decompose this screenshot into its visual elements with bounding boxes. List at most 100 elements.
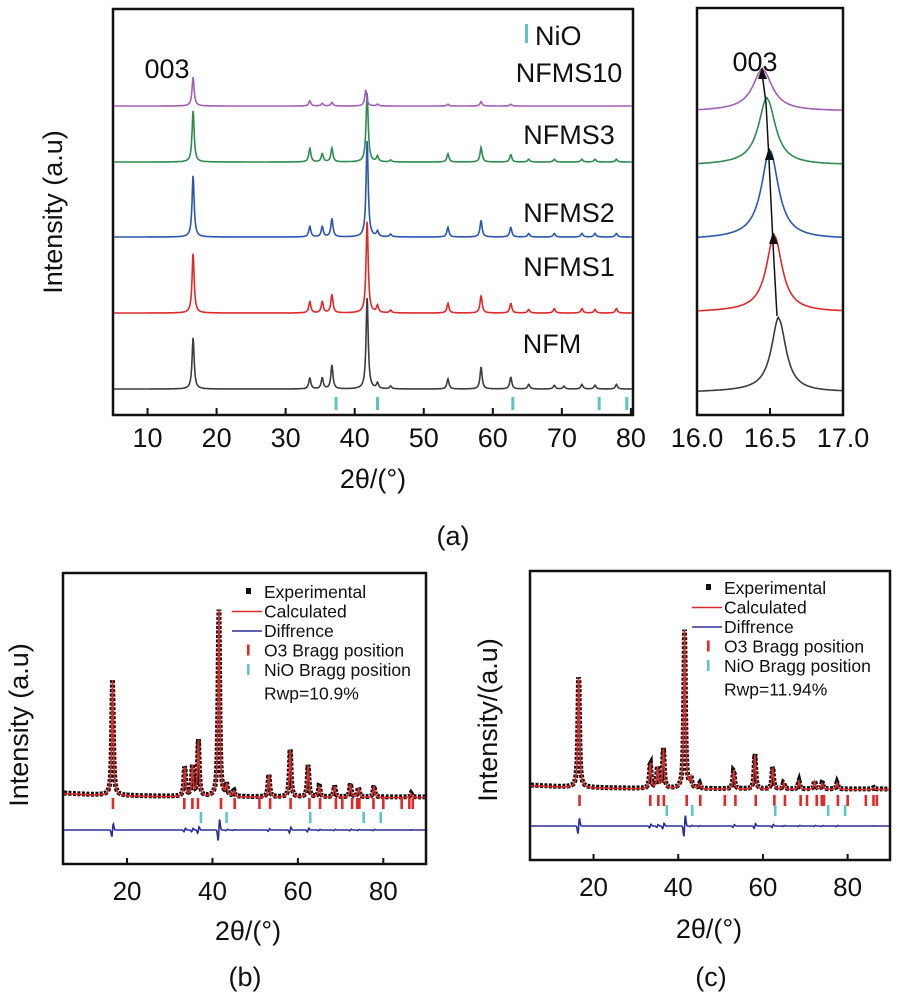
x-tick-label: 10 — [133, 423, 163, 453]
o3-bragg-marker — [773, 795, 776, 806]
calculated-line — [64, 610, 425, 799]
inset-line-nfms3 — [697, 96, 842, 165]
inset-003-label: 003 — [732, 47, 777, 77]
panel-b-y-label: Intensity (a.u) — [4, 643, 34, 807]
nio-bragg-marker — [773, 805, 777, 816]
x-tick-label: 20 — [202, 423, 232, 453]
series-label-nfms3: NFMS3 — [523, 120, 615, 150]
nio-legend-label: NiO — [535, 21, 582, 51]
panel-b-x-label: 2θ/(°) — [215, 916, 281, 946]
o3-bragg-marker — [820, 795, 824, 806]
nio-marker — [511, 397, 515, 410]
panel-b-frame — [61, 571, 428, 866]
o3-bragg-marker — [268, 798, 272, 809]
o3-bragg-marker — [864, 795, 868, 806]
o3-bragg-marker — [799, 795, 802, 806]
legend-label: O3 Bragg position — [724, 637, 864, 657]
o3-bragg-marker — [372, 798, 375, 809]
o3-bragg-marker — [196, 798, 200, 809]
x-tick-label: 40 — [198, 876, 227, 906]
rwp-value: Rwp=11.94% — [724, 680, 827, 700]
legend-label: Diffrence — [264, 621, 334, 641]
o3-bragg-marker — [289, 798, 292, 809]
panel-a-x-label: 2θ/(°) — [340, 464, 406, 494]
x-tick-label: 80 — [369, 876, 398, 906]
series-label-nfms10: NFMS10 — [516, 58, 623, 88]
o3-bragg-marker — [723, 795, 727, 806]
legend-swatch-experimental — [246, 588, 251, 594]
x-tick-label: 20 — [579, 872, 608, 902]
panel-a-x-ticks: 10 20 30 40 50 60 70 80 — [133, 408, 646, 453]
peak-003-label: 003 — [144, 54, 189, 84]
o3-bragg-marker — [698, 795, 702, 806]
panel-c-y-label: Intensity/(a.u) — [473, 638, 503, 802]
x-tick-label: 40 — [664, 872, 693, 902]
rwp-value: Rwp=10.9% — [264, 684, 359, 704]
panel-b: 20 40 60 80 ExperimentalCalculatedDiffrence… — [4, 571, 428, 992]
inset-shift-arrow — [758, 67, 778, 317]
panel-c-caption: (c) — [695, 962, 726, 992]
nio-bragg-marker — [362, 812, 365, 823]
series-line-nfms3 — [114, 92, 632, 163]
panel-c-x-label: 2θ/(°) — [676, 914, 742, 944]
o3-bragg-marker — [648, 795, 652, 806]
nio-bragg-marker — [379, 812, 383, 823]
o3-bragg-marker — [111, 798, 115, 809]
nio-marker — [625, 397, 629, 410]
o3-bragg-marker — [334, 798, 338, 809]
panel-c-plot — [531, 629, 889, 837]
inset-traces — [697, 67, 843, 392]
legend-swatch-o3-bragg — [247, 644, 250, 656]
o3-bragg-marker — [734, 795, 737, 806]
o3-bragg-marker — [408, 798, 411, 809]
legend-label: O3 Bragg position — [264, 641, 404, 661]
difference-line — [531, 815, 889, 837]
legend-label: Calculated — [724, 598, 807, 618]
o3-bragg-marker — [662, 795, 666, 806]
nio-marker — [375, 397, 379, 410]
panel-a-main: 10 20 30 40 50 60 70 80 NFM NFMS1 NFMS2 NFMS3 NFMS1… — [38, 7, 646, 551]
x-tick-label: 40 — [340, 423, 370, 453]
panel-b-x-ticks: 20 40 60 80 — [113, 858, 398, 906]
o3-bragg-marker — [381, 798, 385, 809]
panel-c-frame — [528, 569, 892, 862]
legend-swatch-nio-bragg — [707, 660, 710, 671]
o3-bragg-marker — [578, 795, 581, 806]
x-tick-label: 80 — [616, 423, 646, 453]
o3-bragg-marker — [872, 795, 875, 806]
nio-bragg-marker — [225, 812, 228, 823]
o3-bragg-marker — [191, 798, 194, 809]
o3-bragg-marker — [836, 795, 840, 806]
legend-swatch-o3-bragg — [707, 640, 710, 652]
legend-label: Experimental — [724, 578, 826, 598]
inset-line-nfms1 — [698, 232, 842, 312]
panel-a-caption: (a) — [437, 521, 470, 551]
legend-swatch-nio-bragg — [247, 664, 250, 675]
nio-legend-marker — [525, 24, 528, 43]
series-line-nfm — [114, 297, 632, 390]
panel-c: 20 40 60 80 ExperimentalCalculatedDiffrence… — [473, 569, 892, 992]
x-tick-label: 50 — [409, 423, 439, 453]
inset-line-nfm — [698, 315, 842, 392]
panel-b-caption: (b) — [229, 962, 262, 992]
series-label-nfms2: NFMS2 — [523, 198, 615, 228]
legend-label: Calculated — [264, 602, 347, 622]
x-tick-label: 30 — [271, 423, 301, 453]
nio-bragg-marker — [843, 805, 847, 816]
series-line-nfms1 — [114, 221, 632, 314]
o3-bragg-marker — [400, 798, 403, 809]
panel-a-nio-markers — [334, 397, 629, 410]
o3-bragg-marker — [355, 798, 359, 809]
legend-label: Experimental — [264, 582, 366, 602]
series-label-nfm: NFM — [523, 329, 581, 359]
experimental-line — [64, 609, 425, 800]
x-tick-label: 60 — [478, 423, 508, 453]
x-tick-label: 70 — [547, 423, 577, 453]
o3-bragg-marker — [411, 798, 415, 809]
o3-bragg-marker — [340, 798, 344, 809]
o3-bragg-marker — [258, 798, 261, 809]
o3-bragg-marker — [358, 798, 361, 809]
o3-bragg-marker — [875, 795, 879, 806]
